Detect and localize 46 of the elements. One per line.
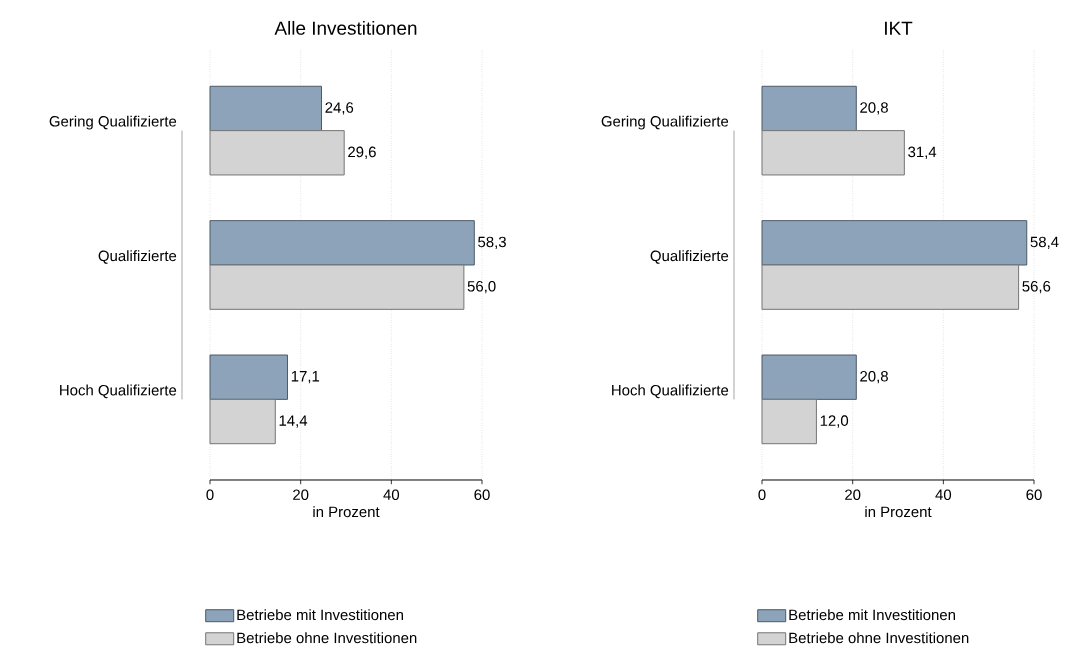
data-label: 31,4 [908, 146, 937, 159]
x-tick-label: 60 [1026, 489, 1042, 500]
data-label: 56,6 [1022, 280, 1051, 294]
bar [209, 398, 276, 445]
x-tick-label: 20 [293, 489, 309, 500]
bar [761, 130, 905, 176]
x-tick-label: 0 [206, 489, 214, 500]
y-tick-label: Qualifizierte [98, 250, 177, 264]
legend-label: Betriebe ohne Investitionen [237, 632, 417, 644]
legend-label: Betriebe ohne Investitionen [789, 632, 969, 644]
data-label: 24,6 [325, 102, 354, 115]
data-label: 29,6 [348, 146, 376, 159]
bar [761, 85, 857, 132]
bar [761, 354, 857, 400]
x-tick-label: 60 [474, 489, 490, 500]
data-label: 20,8 [860, 102, 888, 115]
data-label: 56,0 [467, 280, 496, 294]
bar [209, 220, 475, 266]
bar [209, 264, 465, 310]
x-tick-label: 40 [383, 489, 400, 500]
bar [761, 398, 817, 445]
chart-title: IKT [885, 21, 913, 35]
y-tick-label: Gering Qualifizierte [49, 115, 177, 130]
bar [761, 220, 1028, 266]
bar [209, 85, 323, 132]
x-tick-label: 20 [845, 489, 861, 500]
data-label: 17,1 [291, 371, 320, 384]
y-tick-label: Hoch Qualifizierte [612, 384, 729, 399]
bar [209, 130, 345, 176]
data-label: 20,8 [860, 371, 888, 384]
y-tick-label: Hoch Qualifizierte [60, 384, 177, 399]
x-tick-label: 0 [758, 489, 766, 500]
legend-label: Betriebe mit Investitionen [789, 609, 955, 621]
bar [209, 354, 289, 400]
y-tick-label: Qualifizierte [650, 250, 729, 264]
y-tick-label: Gering Qualifizierte [601, 115, 729, 130]
chart-title: Alle Investitionen [274, 20, 417, 35]
x-axis-title: in Prozent [313, 506, 380, 518]
x-tick-label: 40 [935, 489, 952, 500]
data-label: 14,4 [279, 415, 308, 428]
data-label: 58,3 [478, 236, 506, 249]
bar [761, 264, 1020, 310]
legend-label: Betriebe mit Investitionen [237, 609, 403, 621]
data-label: 12,0 [820, 415, 849, 428]
data-label: 58,4 [1030, 236, 1059, 249]
x-axis-title: in Prozent [865, 506, 932, 518]
